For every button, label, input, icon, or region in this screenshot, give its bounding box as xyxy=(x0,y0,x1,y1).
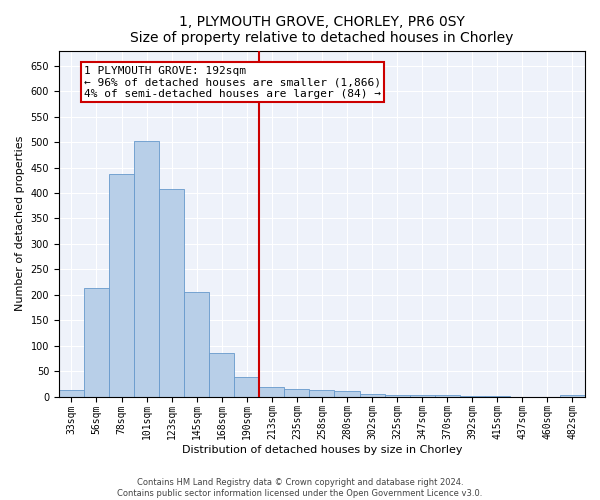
Bar xyxy=(359,394,385,396)
Bar xyxy=(310,390,334,396)
Bar xyxy=(434,395,460,396)
Bar xyxy=(209,354,234,397)
Title: 1, PLYMOUTH GROVE, CHORLEY, PR6 0SY
Size of property relative to detached houses: 1, PLYMOUTH GROVE, CHORLEY, PR6 0SY Size… xyxy=(130,15,514,45)
Bar xyxy=(385,394,410,396)
Y-axis label: Number of detached properties: Number of detached properties xyxy=(15,136,25,311)
Text: Contains HM Land Registry data © Crown copyright and database right 2024.
Contai: Contains HM Land Registry data © Crown c… xyxy=(118,478,482,498)
X-axis label: Distribution of detached houses by size in Chorley: Distribution of detached houses by size … xyxy=(182,445,462,455)
Bar xyxy=(234,377,259,396)
Bar xyxy=(284,389,310,396)
Text: 1 PLYMOUTH GROVE: 192sqm
← 96% of detached houses are smaller (1,866)
4% of semi: 1 PLYMOUTH GROVE: 192sqm ← 96% of detach… xyxy=(84,66,381,99)
Bar xyxy=(259,388,284,396)
Bar xyxy=(159,189,184,396)
Bar xyxy=(560,394,585,396)
Bar xyxy=(59,390,84,396)
Bar xyxy=(84,288,109,397)
Bar xyxy=(334,392,359,396)
Bar xyxy=(109,174,134,396)
Bar xyxy=(134,140,159,396)
Bar xyxy=(184,292,209,397)
Bar xyxy=(410,395,434,396)
